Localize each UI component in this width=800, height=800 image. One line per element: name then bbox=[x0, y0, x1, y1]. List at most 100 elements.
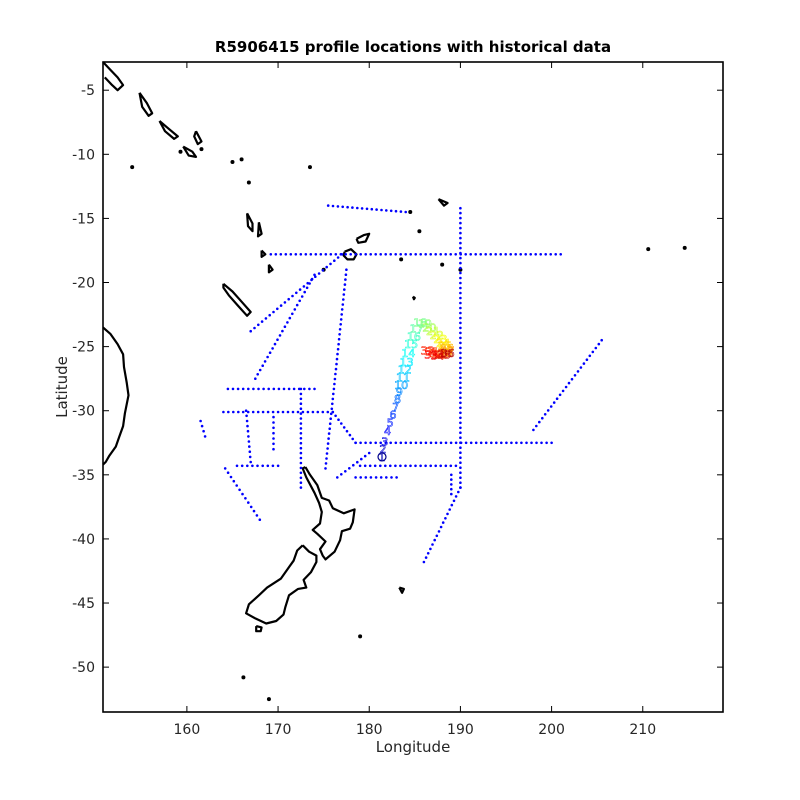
float-profile-label: 11 bbox=[396, 371, 410, 384]
historical-data-point bbox=[331, 397, 335, 401]
historical-data-point bbox=[336, 476, 339, 479]
historical-data-point bbox=[273, 342, 277, 346]
historical-data-point bbox=[385, 476, 388, 479]
historical-data-point bbox=[294, 253, 298, 256]
float-profile-label: 34 bbox=[431, 350, 445, 363]
coastline-stewart-island bbox=[255, 625, 263, 633]
historical-data-point bbox=[341, 205, 345, 209]
historical-data-point bbox=[301, 410, 305, 414]
historical-data-point bbox=[302, 285, 306, 288]
historical-data-point bbox=[484, 441, 488, 445]
float-profile-label: 9 bbox=[396, 385, 403, 398]
historical-data-point bbox=[272, 431, 275, 435]
historical-data-point bbox=[394, 464, 397, 468]
axes-box bbox=[102, 61, 724, 713]
historical-data-point bbox=[337, 418, 340, 422]
historical-data-point bbox=[331, 410, 335, 414]
historical-data-point bbox=[444, 253, 448, 256]
historical-data-point bbox=[454, 495, 458, 498]
historical-data-point bbox=[519, 253, 522, 256]
coastline-layer bbox=[102, 61, 687, 702]
historical-data-point bbox=[338, 333, 341, 336]
historical-data-point bbox=[274, 253, 278, 256]
historical-data-point bbox=[435, 534, 439, 538]
historical-data-point bbox=[336, 347, 340, 351]
historical-data-point bbox=[374, 253, 378, 256]
historical-data-point bbox=[384, 464, 387, 468]
historical-data-point bbox=[327, 432, 331, 435]
historical-data-point bbox=[459, 356, 462, 360]
float-profile-label: 29 bbox=[434, 348, 448, 361]
historical-data-point bbox=[313, 387, 316, 391]
coastline-australia-coast bbox=[102, 326, 130, 466]
historical-data-point bbox=[336, 352, 339, 356]
historical-data-point bbox=[459, 336, 462, 340]
historical-data-point bbox=[450, 473, 453, 477]
historical-data-point bbox=[459, 326, 462, 330]
historical-data-point bbox=[505, 441, 508, 445]
historical-data-point bbox=[313, 273, 316, 277]
historical-data-point bbox=[343, 288, 346, 291]
historical-data-point bbox=[316, 410, 320, 414]
float-start-marker bbox=[377, 452, 387, 462]
historical-data-point bbox=[360, 457, 363, 461]
historical-data-point bbox=[459, 361, 462, 365]
historical-data-point bbox=[299, 392, 303, 396]
historical-data-point bbox=[281, 329, 284, 333]
historical-data-point bbox=[266, 355, 269, 359]
historical-data-point bbox=[333, 382, 336, 386]
x-tick-label: 180 bbox=[356, 722, 383, 738]
historical-data-point bbox=[364, 253, 368, 256]
coastline-vanuatu-d bbox=[267, 263, 274, 274]
historical-data-point bbox=[459, 236, 462, 240]
float-profile-label: 16 bbox=[407, 330, 421, 343]
historical-data-point bbox=[332, 387, 336, 391]
historical-data-point bbox=[256, 373, 260, 376]
historical-data-point bbox=[591, 350, 595, 354]
historical-data-point bbox=[426, 552, 430, 555]
historical-data-point bbox=[424, 441, 428, 445]
historical-data-point bbox=[539, 253, 542, 256]
historical-data-point bbox=[267, 387, 271, 391]
historical-data-point bbox=[459, 411, 462, 415]
historical-data-point bbox=[439, 253, 443, 256]
historical-data-point bbox=[272, 426, 275, 430]
historical-data-point bbox=[340, 253, 344, 256]
historical-data-point bbox=[459, 226, 462, 230]
historical-data-point bbox=[330, 407, 334, 411]
historical-data-point bbox=[404, 441, 408, 445]
y-tick-label: -50 bbox=[72, 660, 95, 676]
float-profile-label: 32 bbox=[421, 344, 435, 357]
historical-data-point bbox=[295, 303, 299, 307]
historical-data-point bbox=[395, 476, 398, 479]
y-tick-label: -15 bbox=[72, 211, 95, 227]
y-axis-ticks: -5 -10 -15 -20 -25 -30 -35 -40 -45 -50 bbox=[72, 83, 723, 676]
historical-data-point bbox=[334, 372, 337, 376]
historical-data-point bbox=[336, 205, 340, 208]
historical-data-point bbox=[459, 406, 462, 410]
historical-data-point bbox=[272, 442, 275, 446]
historical-data-point bbox=[324, 467, 327, 470]
historical-data-point bbox=[334, 367, 338, 371]
float-profile-label: 6 bbox=[389, 409, 396, 422]
historical-data-point bbox=[334, 253, 338, 256]
historical-data-point bbox=[245, 419, 249, 423]
historical-data-point bbox=[429, 464, 433, 468]
historical-data-point bbox=[504, 253, 508, 256]
historical-data-point bbox=[281, 410, 285, 414]
coastline-islet bbox=[646, 247, 651, 252]
historical-data-point bbox=[538, 420, 541, 424]
historical-data-point bbox=[459, 276, 462, 280]
historical-data-point bbox=[300, 295, 304, 298]
historical-data-point bbox=[459, 211, 462, 215]
historical-data-point bbox=[459, 471, 462, 475]
historical-data-point bbox=[272, 387, 276, 391]
historical-data-point bbox=[500, 441, 503, 445]
historical-data-point bbox=[459, 251, 462, 255]
historical-data-point bbox=[449, 464, 453, 468]
historical-data-point bbox=[555, 397, 559, 401]
historical-data-point bbox=[459, 256, 462, 260]
historical-data-point bbox=[459, 296, 462, 300]
historical-data-point bbox=[317, 272, 321, 275]
historical-data-point bbox=[573, 374, 577, 377]
